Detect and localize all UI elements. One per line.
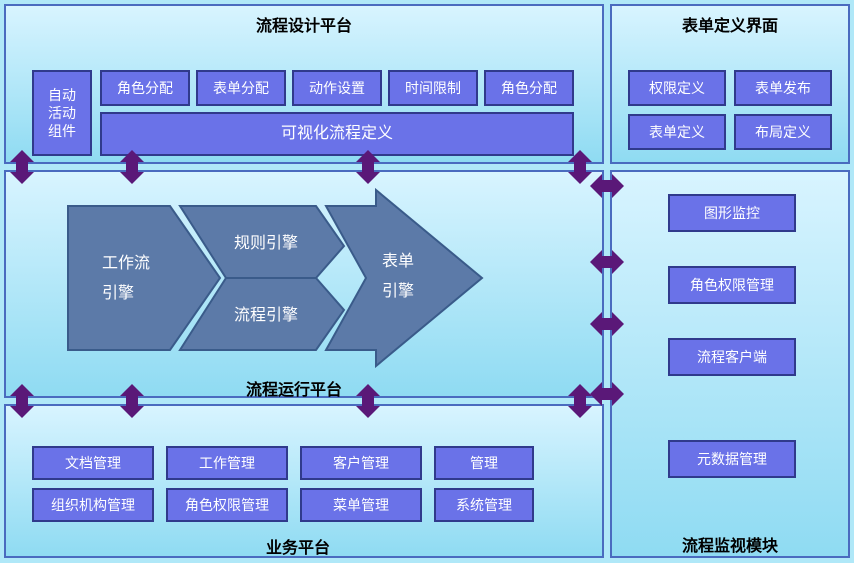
box-perm-define: 权限定义 — [628, 70, 726, 106]
label-process: 流程引擎 — [234, 306, 298, 324]
title-design: 流程设计平台 — [256, 12, 352, 36]
box-form-publish: 表单发布 — [734, 70, 832, 106]
arrow-v-2 — [120, 150, 144, 184]
arrow-v-8 — [568, 384, 592, 418]
box-form-assign: 表单分配 — [196, 70, 286, 106]
box-mgmt: 管理 — [434, 446, 534, 480]
arrow-h-1 — [590, 174, 624, 198]
diagram-root: 流程设计平台 自动 活动 组件 角色分配 表单分配 动作设置 时间限制 角色分配… — [0, 0, 854, 563]
box-process-client: 流程客户端 — [668, 338, 796, 376]
box-org-mgmt: 组织机构管理 — [32, 488, 154, 522]
title-form: 表单定义界面 — [682, 12, 778, 36]
title-business: 业务平台 — [266, 534, 330, 558]
box-action-set: 动作设置 — [292, 70, 382, 106]
box-role-mgmt: 角色权限管理 — [166, 488, 288, 522]
box-graph-monitor: 图形监控 — [668, 194, 796, 232]
box-work-mgmt: 工作管理 — [166, 446, 288, 480]
arrow-v-3 — [356, 150, 380, 184]
box-auto-component: 自动 活动 组件 — [32, 70, 92, 156]
title-runtime: 流程运行平台 — [246, 376, 342, 400]
arrow-h-3 — [590, 312, 624, 336]
box-metadata-mgmt: 元数据管理 — [668, 440, 796, 478]
box-role-perm-mgmt: 角色权限管理 — [668, 266, 796, 304]
box-doc-mgmt: 文档管理 — [32, 446, 154, 480]
box-menu-mgmt: 菜单管理 — [300, 488, 422, 522]
arrow-v-6 — [120, 384, 144, 418]
engine-arrow-group: 工作流引擎 规则引擎 流程引擎 表单引擎 — [66, 188, 484, 368]
arrow-v-7 — [356, 384, 380, 418]
title-monitor: 流程监视模块 — [682, 532, 778, 556]
box-form-define: 表单定义 — [628, 114, 726, 150]
panel-business: 业务平台 文档管理 工作管理 客户管理 管理 组织机构管理 角色权限管理 菜单管… — [4, 404, 604, 558]
panel-design: 流程设计平台 自动 活动 组件 角色分配 表单分配 动作设置 时间限制 角色分配… — [4, 4, 604, 164]
box-role-assign-2: 角色分配 — [484, 70, 574, 106]
label-rule: 规则引擎 — [234, 234, 298, 252]
panel-runtime: 流程运行平台 工作流引擎 规则引擎 流程引擎 表单引擎 — [4, 170, 604, 398]
arrow-v-1 — [10, 150, 34, 184]
arrow-h-2 — [590, 250, 624, 274]
arrow-v-4 — [568, 150, 592, 184]
shape-form — [326, 190, 482, 366]
panel-form-define: 表单定义界面 权限定义 表单发布 表单定义 布局定义 — [610, 4, 850, 164]
box-role-assign-1: 角色分配 — [100, 70, 190, 106]
box-visual-process: 可视化流程定义 — [100, 112, 574, 156]
panel-monitor: 流程监视模块 图形监控 角色权限管理 流程客户端 元数据管理 — [610, 170, 850, 558]
box-sys-mgmt: 系统管理 — [434, 488, 534, 522]
box-customer-mgmt: 客户管理 — [300, 446, 422, 480]
arrow-h-4 — [590, 382, 624, 406]
arrow-v-5 — [10, 384, 34, 418]
box-time-limit: 时间限制 — [388, 70, 478, 106]
box-layout-define: 布局定义 — [734, 114, 832, 150]
